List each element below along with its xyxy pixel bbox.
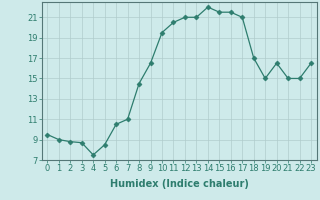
X-axis label: Humidex (Indice chaleur): Humidex (Indice chaleur) <box>110 179 249 189</box>
